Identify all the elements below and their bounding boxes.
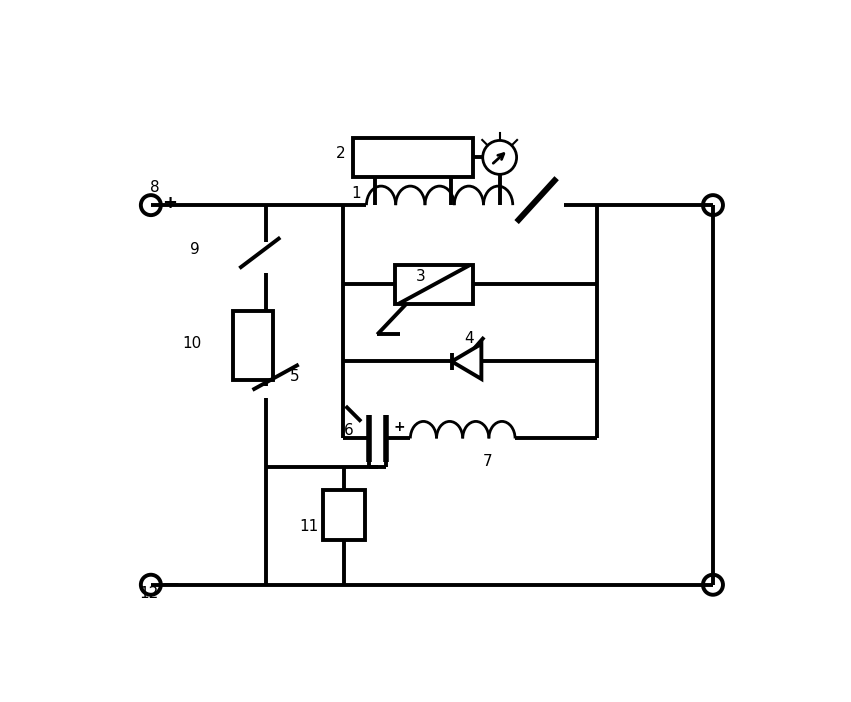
Text: 12: 12 [139, 586, 158, 602]
Bar [233, 310, 273, 380]
Text: 11: 11 [299, 519, 318, 534]
Bar [323, 490, 365, 540]
Text: 2: 2 [336, 146, 346, 161]
Text: 8: 8 [150, 180, 159, 195]
Text: +: + [162, 194, 177, 212]
Text: 5: 5 [290, 369, 300, 384]
Text: 6: 6 [344, 423, 354, 438]
Text: 10: 10 [182, 336, 202, 351]
Text: 9: 9 [190, 241, 200, 256]
Text: 3: 3 [415, 270, 426, 284]
Bar [353, 138, 472, 177]
Text: 4: 4 [464, 331, 474, 346]
Text: 1: 1 [351, 186, 362, 201]
Text: +: + [394, 420, 405, 434]
Text: 7: 7 [483, 454, 492, 469]
Bar [395, 265, 473, 304]
Text: −: − [162, 575, 180, 595]
